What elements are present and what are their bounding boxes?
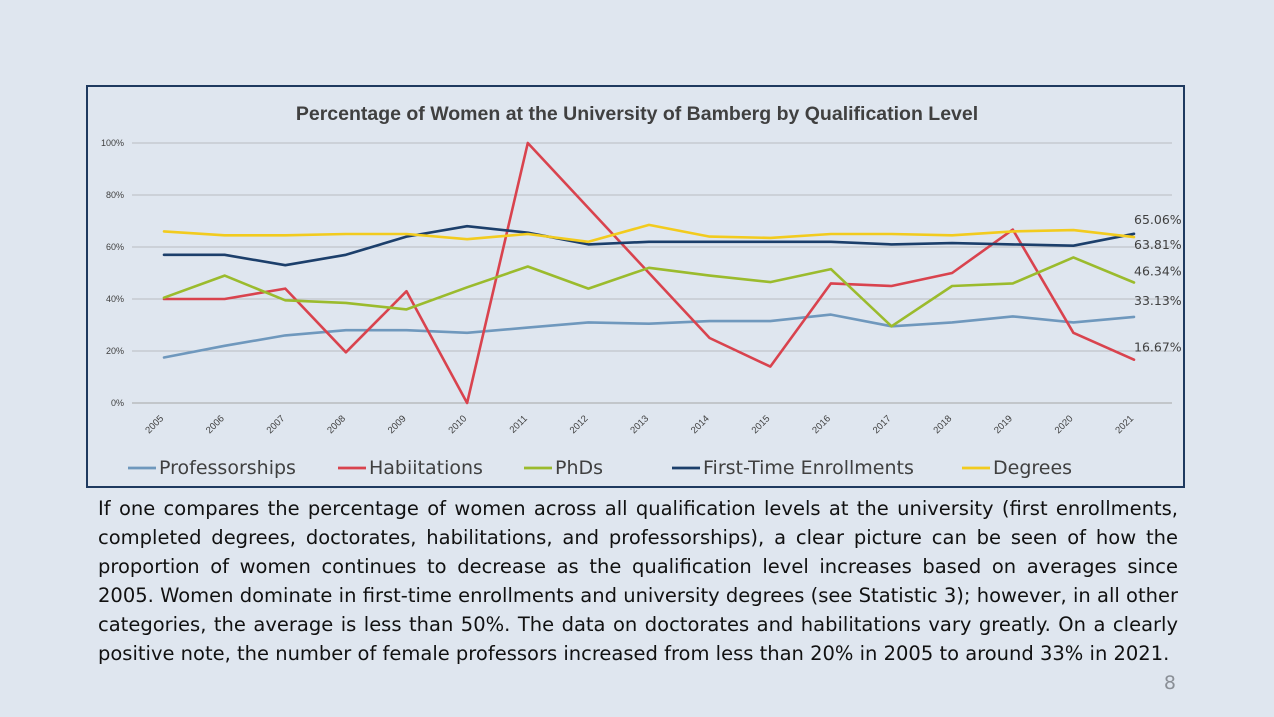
series-line-habiitations [162, 141, 1136, 405]
y-tick-label: 40% [106, 294, 124, 304]
y-tick-label: 60% [106, 242, 124, 252]
legend-label: Degrees [993, 457, 1072, 479]
body-paragraph: If one compares the percentage of women … [98, 497, 1178, 665]
y-tick-label: 0% [111, 398, 124, 408]
y-tick-label: 20% [106, 346, 124, 356]
data-label: 46.34% [1134, 264, 1182, 279]
x-tick-label: 2019 [992, 413, 1015, 436]
legend-label: Habiitations [369, 457, 483, 479]
legend-label: PhDs [555, 457, 603, 479]
x-tick-label: 2013 [628, 413, 651, 436]
chart-title: Percentage of Women at the University of… [296, 103, 978, 125]
page-number: 8 [1163, 672, 1176, 694]
x-tick-label: 2016 [810, 413, 833, 436]
x-tick-label: 2020 [1053, 413, 1076, 436]
legend-label: Professorships [159, 457, 296, 479]
x-tick-label: 2009 [386, 413, 409, 436]
x-tick-label: 2010 [447, 413, 470, 436]
series-line-degrees [162, 223, 1136, 244]
data-label: 65.06% [1134, 212, 1182, 227]
x-tick-label: 2006 [204, 413, 227, 436]
y-tick-label: 100% [101, 138, 124, 148]
data-label: 63.81% [1134, 237, 1182, 252]
x-tick-label: 2005 [143, 413, 166, 436]
data-label: 33.13% [1134, 293, 1182, 308]
legend-label: First-Time Enrollments [703, 457, 914, 479]
x-tick-label: 2015 [750, 413, 773, 436]
data-label: 16.67% [1134, 340, 1182, 355]
x-tick-label: 2014 [689, 413, 712, 436]
series-line-first-time-enrollments [162, 224, 1136, 267]
x-tick-label: 2011 [508, 413, 530, 435]
x-tick-label: 2018 [932, 413, 955, 436]
line-chart: Percentage of Women at the University of… [101, 103, 1182, 479]
chart-frame: Percentage of Women at the University of… [86, 85, 1185, 488]
y-tick-label: 80% [106, 190, 124, 200]
x-tick-label: 2021 [1113, 413, 1136, 436]
x-tick-label: 2007 [265, 413, 288, 436]
x-tick-label: 2008 [325, 413, 348, 436]
series-line-phds [162, 256, 1136, 328]
x-tick-label: 2012 [568, 413, 591, 436]
x-tick-label: 2017 [871, 413, 894, 436]
